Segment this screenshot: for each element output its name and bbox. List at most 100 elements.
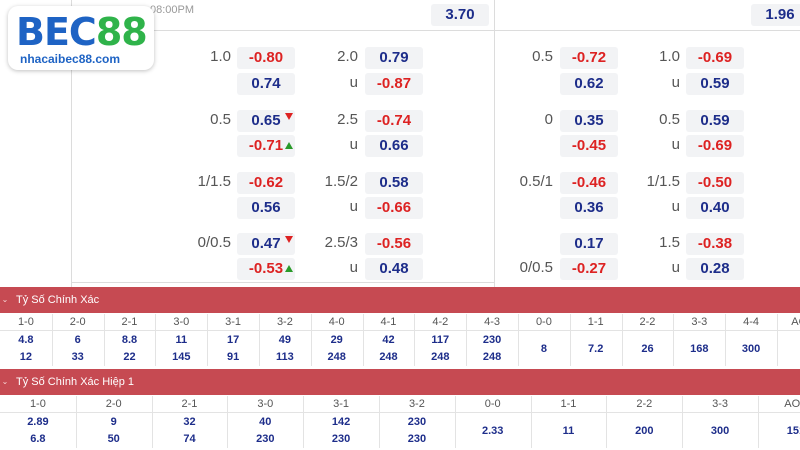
- odds-value: 0.47: [251, 235, 281, 252]
- score-odds-value[interactable]: 230: [256, 433, 275, 445]
- score-column-header: 1-0: [17, 316, 34, 328]
- score-odds-value[interactable]: 17: [226, 334, 240, 346]
- score-odds-value[interactable]: 8.8: [121, 334, 138, 346]
- score-odds-value[interactable]: 200: [635, 425, 654, 437]
- score-odds-value[interactable]: 248: [327, 351, 346, 363]
- score-odds-value[interactable]: 74: [183, 433, 196, 445]
- score-odds-value[interactable]: 230: [407, 433, 427, 445]
- score-odds-value[interactable]: 230: [331, 433, 351, 445]
- odds-button[interactable]: -0.71: [237, 135, 295, 157]
- score-odds-value[interactable]: 29: [330, 334, 343, 346]
- odds-button[interactable]: -0.69: [686, 135, 744, 157]
- odds-button[interactable]: 0.36: [560, 197, 618, 219]
- odds-button[interactable]: -0.45: [560, 135, 618, 157]
- column-divider: [673, 314, 675, 366]
- score-odds-value[interactable]: 22: [123, 351, 136, 363]
- odds-button[interactable]: 0.59: [686, 110, 744, 132]
- score-odds-value[interactable]: 300: [741, 343, 761, 355]
- score-odds-value[interactable]: 145: [172, 351, 191, 363]
- odds-button[interactable]: 0.17: [560, 233, 618, 255]
- odds-button[interactable]: -0.87: [365, 73, 423, 95]
- handicap-label: 0.5/1: [519, 173, 553, 190]
- odds-button[interactable]: 0.28: [686, 258, 744, 280]
- score-odds-value[interactable]: 91: [226, 351, 240, 363]
- score-column-header: 2-1: [121, 316, 138, 328]
- score-odds-value[interactable]: 50: [107, 433, 120, 445]
- odds-button[interactable]: -0.74: [365, 110, 423, 132]
- score-odds-value[interactable]: 6.8: [30, 433, 46, 445]
- score-odds-value[interactable]: 2.89: [27, 416, 49, 428]
- score-odds-value[interactable]: 8: [540, 343, 547, 355]
- score-odds-value[interactable]: 33: [71, 351, 84, 363]
- score-odds-value[interactable]: 32: [183, 416, 196, 428]
- score-column-header: 3-2: [276, 316, 293, 328]
- logo-text-bec: BEC: [16, 10, 97, 54]
- score-odds-value[interactable]: 3: [777, 332, 800, 366]
- score-odds-value[interactable]: 49: [278, 334, 292, 346]
- score-odds-value[interactable]: 12: [19, 351, 33, 363]
- odds-button[interactable]: 0.66: [365, 135, 423, 157]
- column-divider: [414, 314, 416, 366]
- odds-button[interactable]: 0.65: [237, 110, 295, 132]
- odds-button[interactable]: 0.59: [686, 73, 744, 95]
- score-odds-value[interactable]: 300: [710, 425, 730, 437]
- odds-button[interactable]: 0.47: [237, 233, 295, 255]
- odds-button[interactable]: 3.70: [431, 4, 489, 26]
- odds-button[interactable]: 0.74: [237, 73, 295, 95]
- odds-button[interactable]: -0.62: [237, 172, 295, 194]
- handicap-label: 0/0.5: [519, 259, 553, 276]
- score-odds-value[interactable]: 6: [74, 334, 81, 346]
- under-label: u: [671, 74, 680, 91]
- odds-button[interactable]: 0.48: [365, 258, 423, 280]
- odds-button[interactable]: -0.38: [686, 233, 744, 255]
- odds-button[interactable]: 0.62: [560, 73, 618, 95]
- score-odds-value[interactable]: 26: [641, 343, 654, 355]
- odds-value: 0.65: [251, 112, 281, 129]
- odds-button[interactable]: -0.50: [686, 172, 744, 194]
- score-odds-value[interactable]: 4.8: [18, 334, 34, 346]
- arrow-up-icon: [285, 142, 293, 149]
- score-odds-value[interactable]: 2.33: [481, 425, 504, 437]
- score-odds-value[interactable]: 117: [431, 334, 450, 346]
- over-under-label: 2.5: [337, 111, 358, 128]
- score-odds-value[interactable]: 142: [331, 416, 351, 428]
- odds-button[interactable]: 0.79: [365, 47, 423, 69]
- odds-button[interactable]: -0.53: [237, 258, 295, 280]
- odds-button[interactable]: -0.56: [365, 233, 423, 255]
- section-title: Tỷ Số Chính Xác: [16, 294, 100, 306]
- score-odds-value[interactable]: 11: [562, 425, 575, 437]
- score-odds-value[interactable]: 230: [407, 416, 427, 428]
- correct-score-header[interactable]: ⌄ Tỷ Số Chính Xác: [0, 287, 800, 313]
- score-odds-value[interactable]: 151: [786, 425, 800, 437]
- score-odds-value[interactable]: 42: [382, 334, 395, 346]
- odds-button[interactable]: -0.72: [560, 47, 618, 69]
- arrow-up-icon: [285, 265, 293, 272]
- correct-score-h1-header[interactable]: ⌄ Tỷ Số Chính Xác Hiệp 1: [0, 369, 800, 395]
- score-odds-value[interactable]: 9: [110, 416, 117, 428]
- score-odds-value[interactable]: 248: [431, 351, 450, 363]
- odds-button[interactable]: 1.96: [751, 4, 800, 26]
- column-divider: [75, 396, 77, 448]
- odds-button[interactable]: -0.27: [560, 258, 618, 280]
- odds-button[interactable]: 0.35: [560, 110, 618, 132]
- column-divider: [207, 314, 209, 366]
- score-odds-value[interactable]: 113: [276, 351, 294, 363]
- odds-button[interactable]: -0.66: [365, 197, 423, 219]
- score-odds-value[interactable]: 7.2: [588, 343, 604, 355]
- odds-button[interactable]: -0.46: [560, 172, 618, 194]
- odds-button[interactable]: 0.58: [365, 172, 423, 194]
- score-odds-value[interactable]: 40: [259, 416, 272, 428]
- odds-button[interactable]: 0.56: [237, 197, 295, 219]
- column-divider: [466, 314, 468, 366]
- score-odds-value[interactable]: 248: [482, 351, 502, 363]
- score-column-header: 4-0: [328, 316, 345, 328]
- bec88-logo[interactable]: BEC88 nhacaibec88.com: [8, 6, 154, 70]
- score-odds-value[interactable]: 11: [175, 334, 188, 346]
- score-column-header: 2-2: [636, 398, 653, 410]
- odds-button[interactable]: 0.40: [686, 197, 744, 219]
- odds-button[interactable]: -0.80: [237, 47, 295, 69]
- odds-button[interactable]: -0.69: [686, 47, 744, 69]
- score-odds-value[interactable]: 168: [690, 343, 709, 355]
- score-odds-value[interactable]: 248: [379, 351, 398, 363]
- score-odds-value[interactable]: 230: [482, 334, 502, 346]
